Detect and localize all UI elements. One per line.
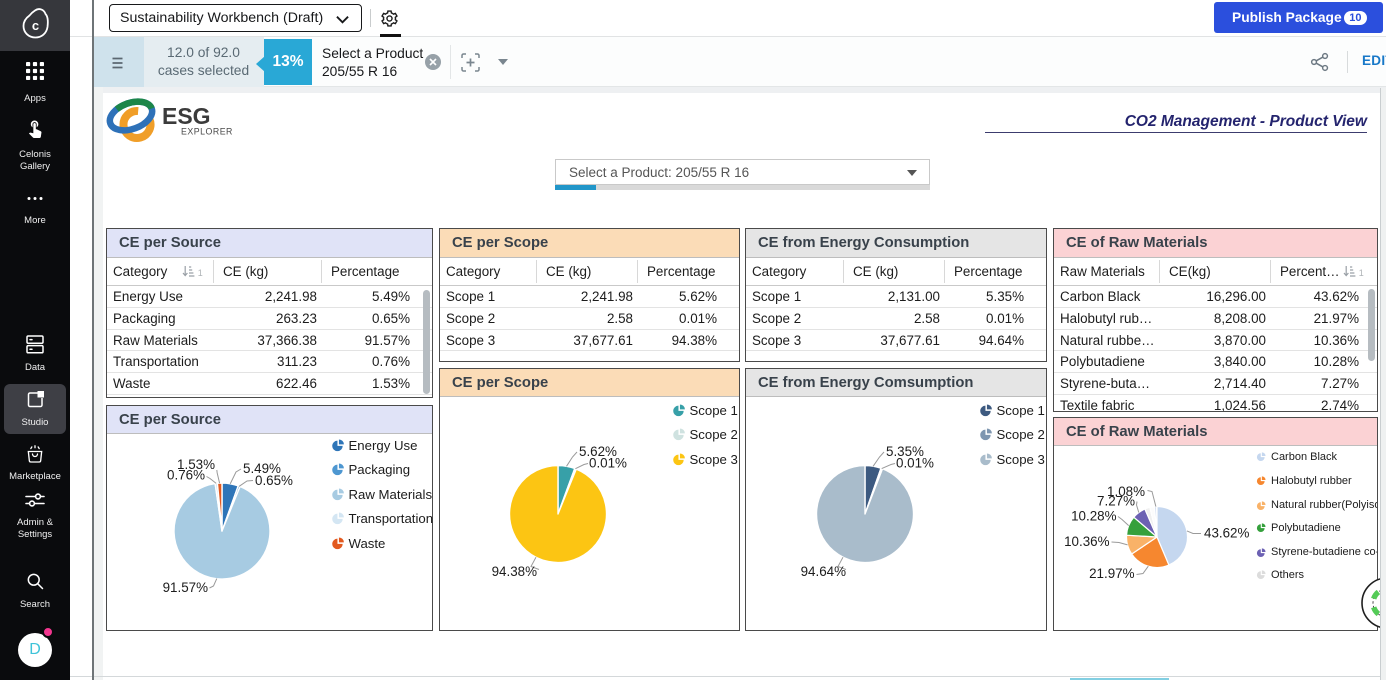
svg-text:ESG: ESG (162, 103, 211, 129)
svg-text:0.65%: 0.65% (255, 473, 293, 488)
svg-text:21.97%: 21.97% (1089, 566, 1135, 581)
svg-text:EXPLORER: EXPLORER (181, 127, 233, 137)
svg-text:c: c (32, 18, 39, 33)
svg-text:1.53%: 1.53% (177, 457, 215, 472)
svg-text:10.36%: 10.36% (1064, 534, 1110, 549)
svg-text:0.76%: 0.76% (167, 468, 205, 483)
svg-text:5.35%: 5.35% (886, 444, 924, 459)
svg-text:91.57%: 91.57% (163, 580, 209, 595)
svg-text:94.38%: 94.38% (492, 564, 538, 579)
svg-text:5.62%: 5.62% (579, 444, 617, 459)
svg-text:0.01%: 0.01% (896, 456, 934, 471)
svg-text:0.01%: 0.01% (589, 456, 627, 471)
svg-text:5.49%: 5.49% (243, 461, 281, 476)
svg-text:43.62%: 43.62% (1204, 526, 1250, 541)
svg-text:7.27%: 7.27% (1097, 494, 1135, 509)
svg-text:10.28%: 10.28% (1071, 509, 1117, 524)
svg-text:94.64%: 94.64% (801, 564, 847, 579)
svg-text:1.08%: 1.08% (1107, 484, 1145, 499)
